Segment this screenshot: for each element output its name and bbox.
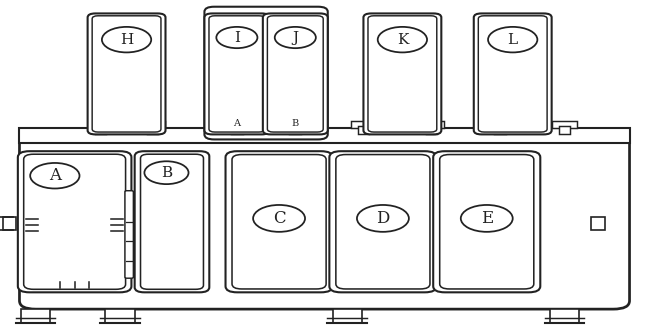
- Bar: [225, 121, 249, 128]
- FancyBboxPatch shape: [204, 7, 328, 139]
- FancyBboxPatch shape: [232, 155, 326, 289]
- FancyBboxPatch shape: [125, 191, 134, 278]
- FancyBboxPatch shape: [329, 151, 436, 292]
- Bar: [487, 121, 512, 128]
- FancyBboxPatch shape: [263, 13, 328, 134]
- Text: H: H: [120, 33, 133, 47]
- Text: C: C: [273, 210, 286, 227]
- Text: A: A: [49, 167, 61, 184]
- FancyBboxPatch shape: [24, 154, 126, 289]
- Bar: [591, 217, 605, 230]
- FancyBboxPatch shape: [88, 13, 165, 134]
- Bar: [550, 309, 580, 323]
- FancyBboxPatch shape: [135, 151, 209, 292]
- Bar: [19, 128, 630, 143]
- Bar: [231, 126, 243, 134]
- Text: A: A: [234, 119, 240, 128]
- Text: L: L: [508, 33, 518, 47]
- Bar: [21, 309, 51, 323]
- Bar: [351, 121, 376, 128]
- Bar: [358, 126, 369, 134]
- FancyBboxPatch shape: [204, 13, 269, 134]
- Bar: [494, 126, 506, 134]
- Bar: [559, 126, 570, 134]
- FancyBboxPatch shape: [440, 155, 533, 289]
- Bar: [88, 121, 113, 128]
- FancyBboxPatch shape: [368, 16, 437, 132]
- FancyBboxPatch shape: [226, 151, 332, 292]
- Bar: [426, 126, 437, 134]
- Bar: [95, 126, 106, 134]
- FancyBboxPatch shape: [363, 13, 441, 134]
- FancyBboxPatch shape: [19, 134, 630, 309]
- Text: D: D: [376, 210, 389, 227]
- FancyBboxPatch shape: [474, 13, 552, 134]
- Bar: [419, 121, 444, 128]
- Text: I: I: [234, 31, 240, 44]
- FancyBboxPatch shape: [209, 16, 265, 132]
- Bar: [333, 309, 362, 323]
- Bar: [289, 126, 301, 134]
- Bar: [147, 126, 158, 134]
- FancyBboxPatch shape: [434, 151, 540, 292]
- Bar: [140, 121, 165, 128]
- Bar: [105, 309, 135, 323]
- Text: K: K: [397, 33, 408, 47]
- Text: B: B: [291, 119, 299, 128]
- FancyBboxPatch shape: [478, 16, 547, 132]
- Text: J: J: [292, 31, 299, 44]
- FancyBboxPatch shape: [267, 16, 323, 132]
- FancyBboxPatch shape: [92, 16, 161, 132]
- Text: B: B: [161, 166, 172, 180]
- Bar: [552, 121, 577, 128]
- Bar: [283, 121, 308, 128]
- FancyBboxPatch shape: [141, 154, 204, 289]
- Text: E: E: [481, 210, 493, 227]
- Bar: [3, 217, 16, 230]
- FancyBboxPatch shape: [18, 151, 132, 292]
- FancyBboxPatch shape: [336, 155, 430, 289]
